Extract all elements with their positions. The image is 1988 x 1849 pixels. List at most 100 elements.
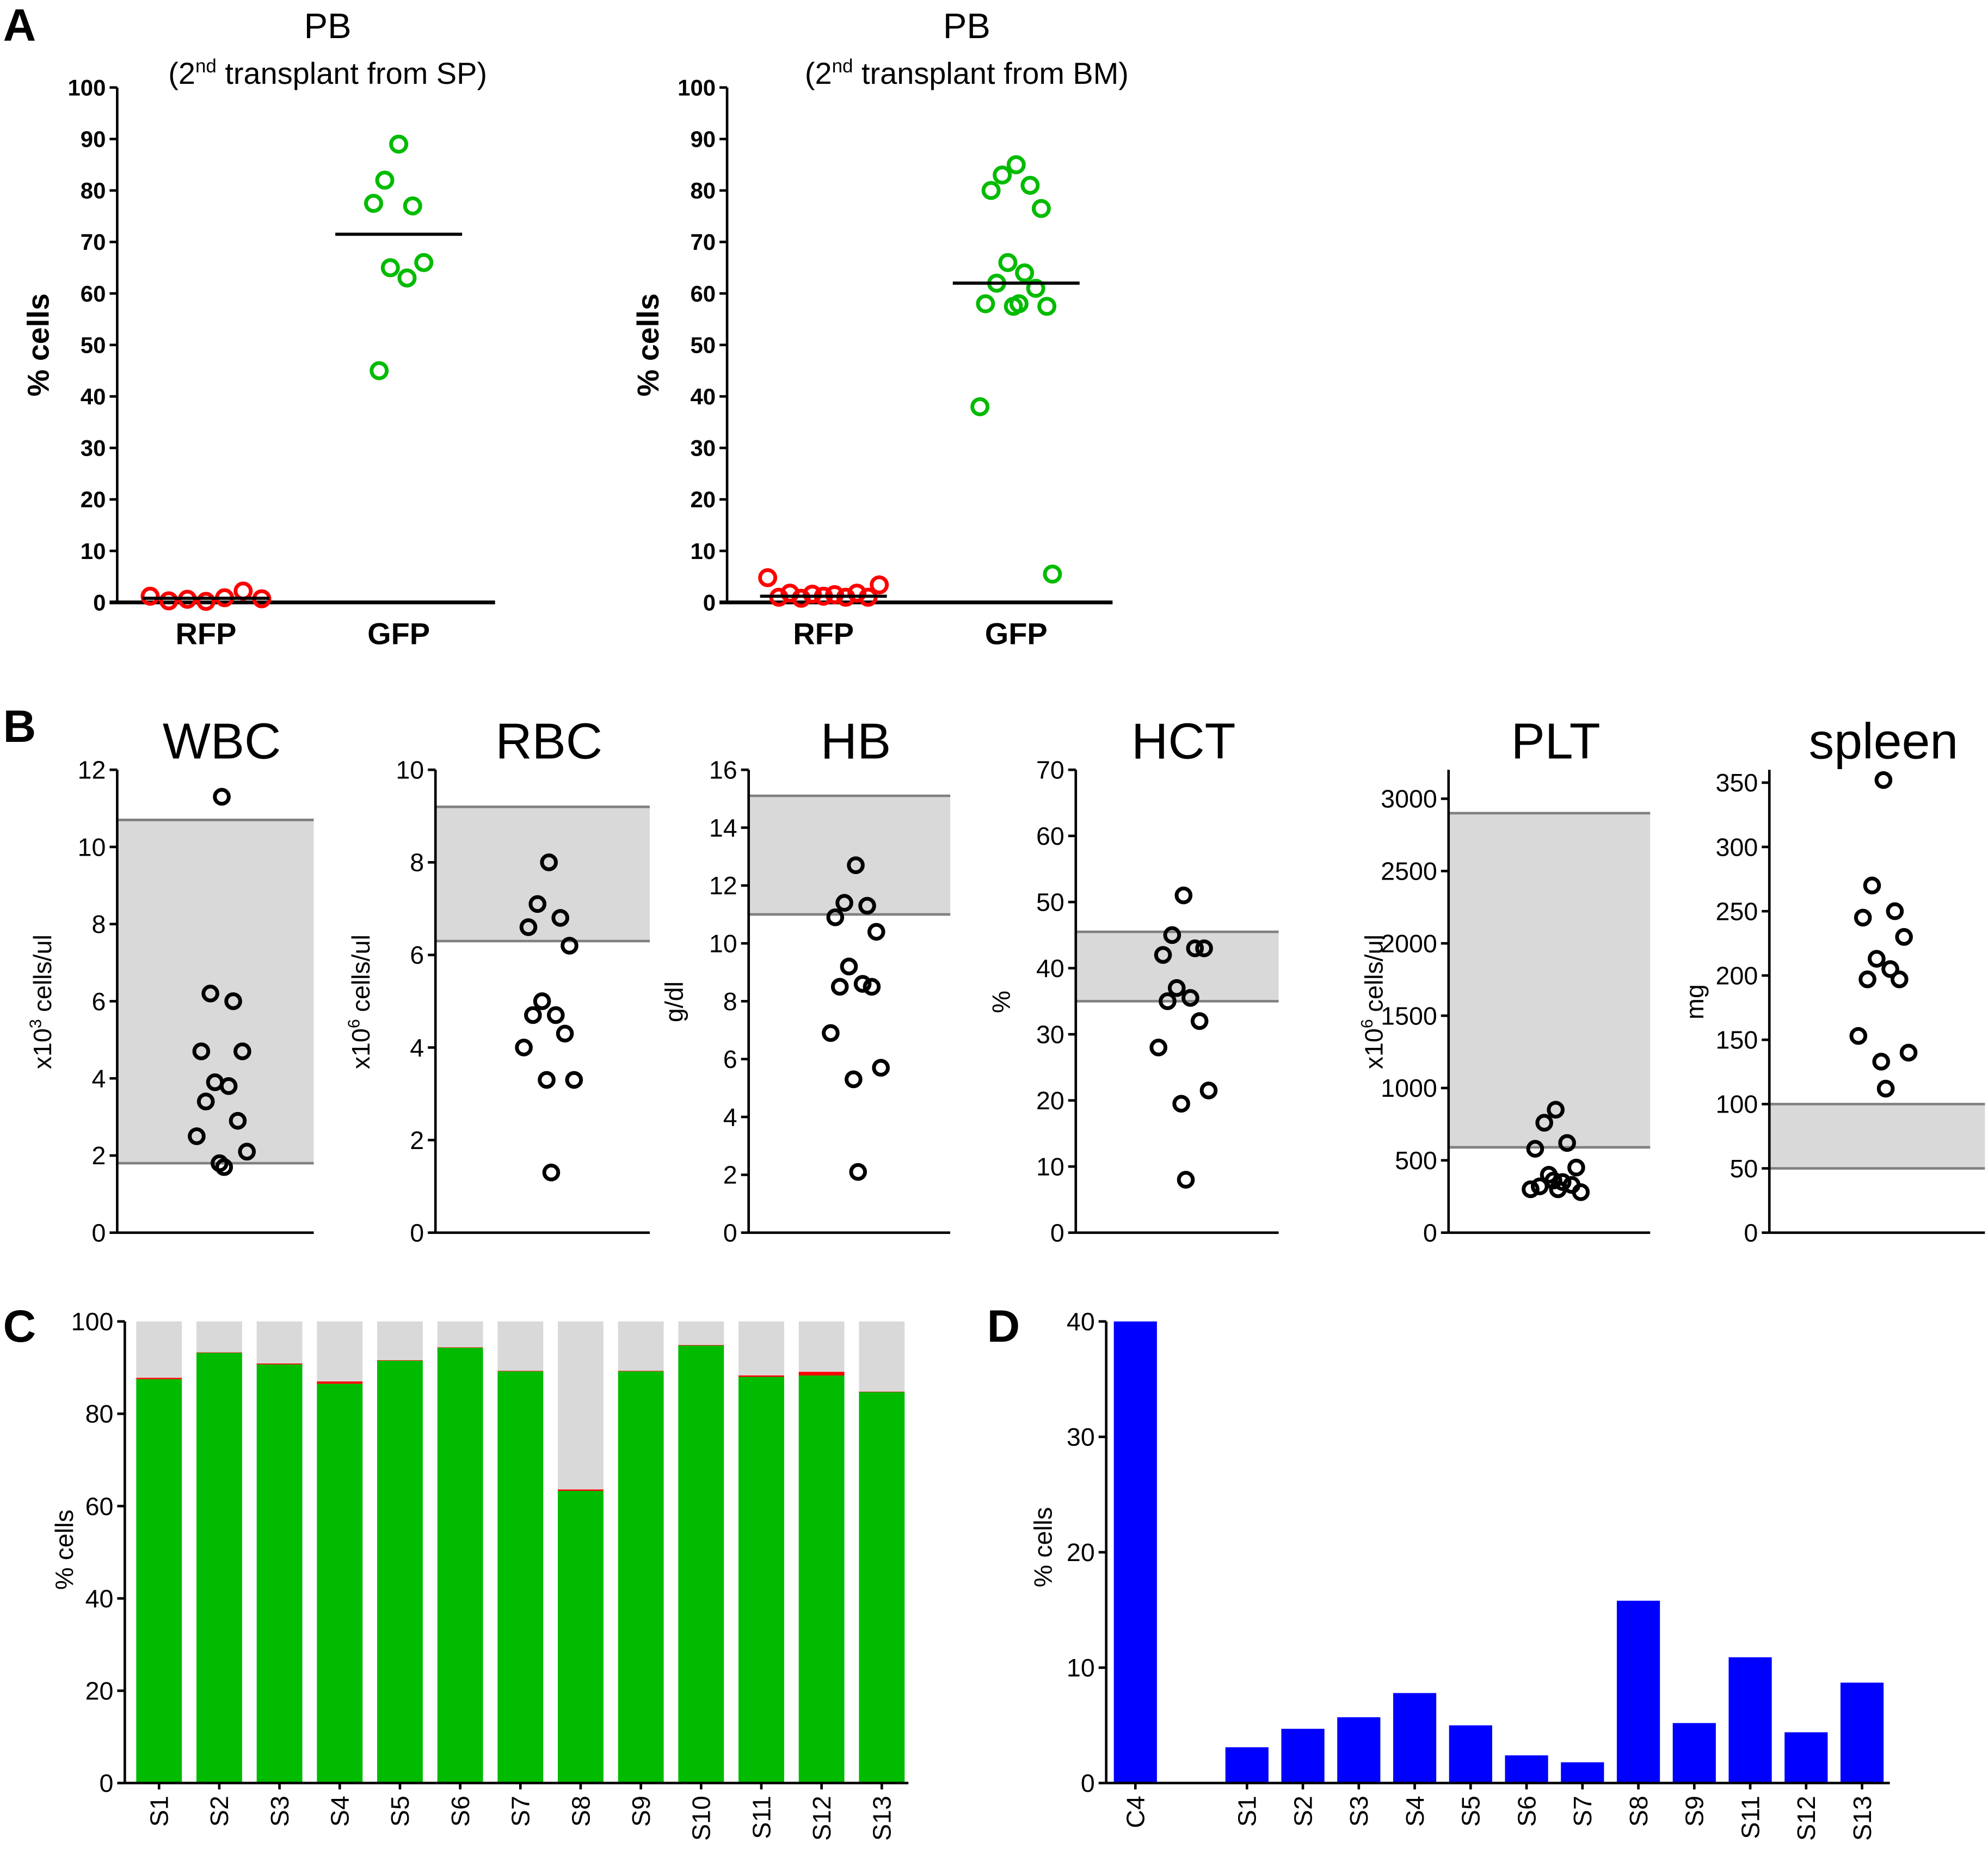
normal-range-band (748, 796, 951, 915)
bar-gfp (558, 1491, 604, 1783)
bar (1672, 1723, 1716, 1783)
data-point (1549, 1180, 1567, 1199)
data-point (835, 894, 853, 912)
data-point-gfp (375, 170, 395, 190)
bar-gfp (798, 1375, 845, 1783)
y-axis-label: g/dl (660, 981, 688, 1022)
y-tick-label: 10 (1067, 1654, 1095, 1682)
panel-letter-b: B (3, 701, 36, 752)
y-tick-label: 0 (99, 1769, 113, 1797)
data-point-gfp (370, 361, 389, 380)
y-tick-label: 10 (690, 538, 716, 564)
data-point (826, 908, 845, 926)
bar (1561, 1762, 1604, 1783)
data-point (196, 1092, 215, 1111)
data-point-gfp (389, 134, 409, 154)
y-tick-label: 14 (709, 814, 737, 842)
data-point (533, 992, 551, 1010)
y-tick-label: 3000 (1381, 785, 1437, 813)
data-point-gfp (397, 268, 417, 288)
data-point-rfp (847, 583, 867, 603)
bar-other (437, 1321, 483, 1348)
bar-gfp (437, 1348, 483, 1783)
data-point (224, 992, 242, 1010)
data-point-gfp (403, 196, 422, 216)
y-tick-label: 4 (410, 1034, 424, 1062)
y-tick-label: 100 (67, 75, 106, 100)
x-tick-label: S5 (1457, 1796, 1485, 1827)
y-tick-label: 0 (1050, 1219, 1064, 1247)
bar-rfp (738, 1375, 784, 1377)
normal-range-band (1448, 813, 1651, 1147)
y-tick-label: 30 (1067, 1423, 1095, 1451)
data-point (830, 978, 849, 996)
bar-gfp (196, 1353, 242, 1783)
y-tick-label: 60 (1036, 822, 1064, 850)
data-point (840, 957, 858, 975)
data-point (1895, 928, 1913, 946)
panel-letter-a: A (3, 0, 36, 51)
x-tick-label: C4 (1122, 1796, 1150, 1828)
chart-title: HB (821, 712, 891, 769)
data-point (1890, 970, 1909, 988)
y-tick-label: 6 (410, 941, 424, 969)
y-label-text: g/dl (660, 981, 688, 1022)
y-tick-label: 100 (1716, 1090, 1758, 1119)
y-tick-label: 20 (81, 487, 106, 512)
x-tick-label: S9 (627, 1796, 655, 1827)
bar-rfp (558, 1489, 604, 1491)
subtitle-text: transplant from SP) (217, 56, 487, 90)
bar (1840, 1682, 1884, 1783)
y-tick-label: 250 (1716, 897, 1758, 925)
data-point (1172, 1095, 1190, 1113)
y-label-text: x10 (1360, 1028, 1388, 1069)
data-point-rfp (196, 592, 216, 611)
data-point (1558, 1134, 1576, 1152)
data-point (1572, 1183, 1590, 1201)
data-point-rfp (870, 575, 889, 595)
x-tick-label: S6 (1512, 1796, 1541, 1827)
y-axis-label: x106 cells/ul (345, 935, 375, 1069)
y-label-superscript: 6 (1358, 1019, 1376, 1028)
y-tick-label: 50 (690, 332, 716, 358)
bar (1393, 1693, 1437, 1783)
data-point (213, 788, 231, 806)
data-point (863, 978, 881, 996)
x-tick-label: S4 (326, 1796, 354, 1827)
data-point (538, 1071, 556, 1089)
x-tick-label: S8 (567, 1796, 595, 1827)
y-tick-label: 4 (723, 1103, 737, 1131)
chart-title: spleen (1809, 712, 1959, 769)
data-point (858, 896, 876, 915)
data-point (1535, 1114, 1553, 1132)
x-tick-label: S7 (507, 1796, 535, 1827)
y-tick-label: 4 (91, 1065, 106, 1093)
y-tick-label: 20 (1067, 1538, 1095, 1567)
bar-rfp (497, 1371, 544, 1372)
bar-rfp (678, 1345, 724, 1346)
x-tick-label: GFP (367, 617, 430, 651)
data-point-gfp (976, 294, 995, 314)
y-tick-label: 30 (690, 435, 716, 461)
y-axis-label: x106 cells/ul (1358, 935, 1388, 1069)
data-point (1874, 771, 1893, 789)
chart-title: PB (943, 6, 990, 46)
bar-other (798, 1321, 845, 1372)
data-point (1522, 1180, 1540, 1199)
bar-gfp (738, 1377, 784, 1783)
bar-gfp (317, 1384, 363, 1783)
y-tick-label: 40 (1067, 1307, 1095, 1336)
y-tick-label: 0 (1423, 1219, 1437, 1247)
chart-subtitle: (2nd transplant from SP) (168, 56, 487, 90)
bar-rfp (317, 1381, 363, 1384)
y-tick-label: 50 (1730, 1154, 1758, 1183)
data-point (867, 923, 885, 941)
x-tick-label: S5 (386, 1796, 414, 1827)
data-point (1186, 939, 1204, 957)
x-tick-label: S1 (145, 1796, 174, 1827)
data-point-gfp (1015, 263, 1035, 282)
y-tick-label: 60 (81, 281, 106, 306)
data-point (1526, 1140, 1544, 1158)
data-point-gfp (981, 181, 1001, 200)
y-tick-label: 2 (723, 1161, 737, 1189)
